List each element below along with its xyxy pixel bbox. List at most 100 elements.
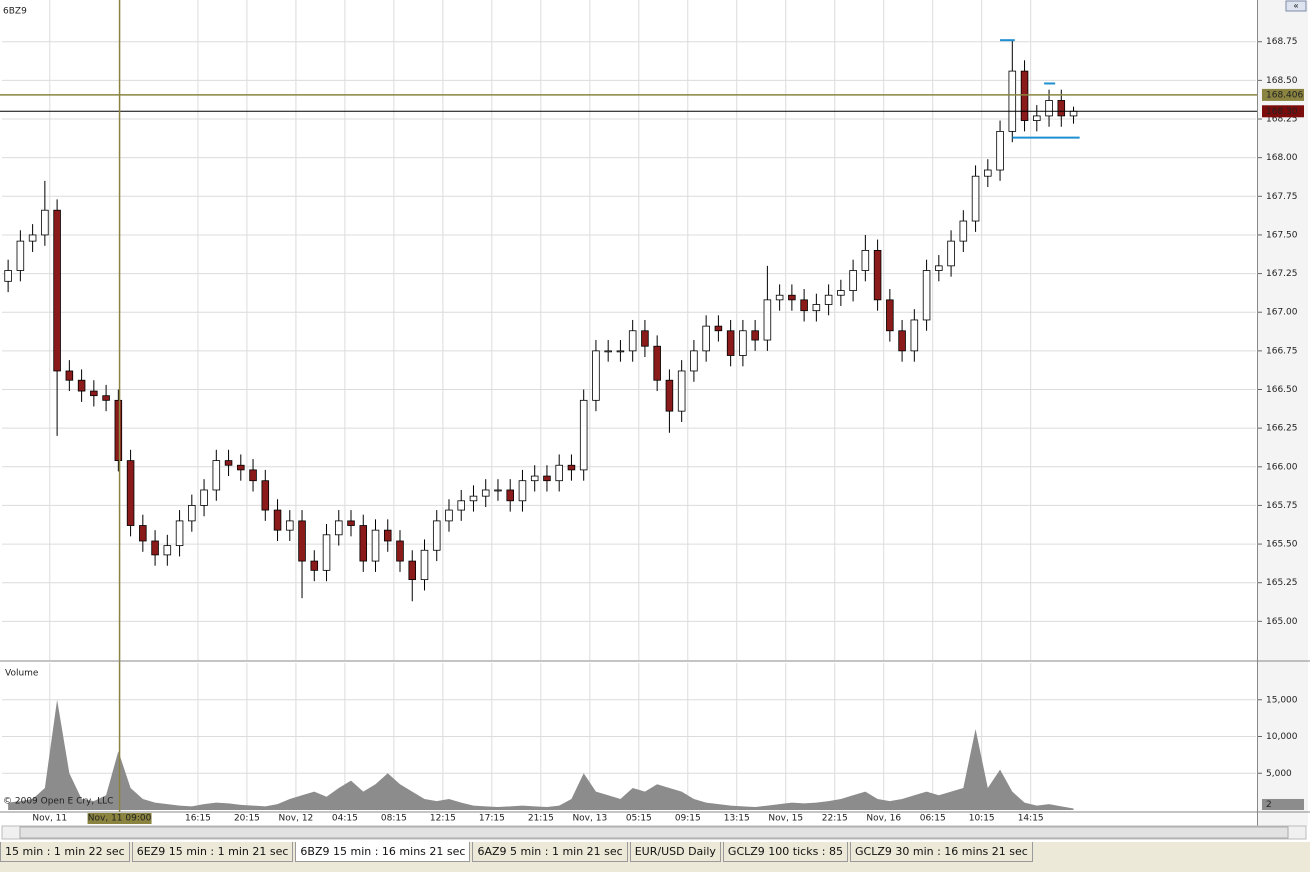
candle-body <box>298 520 306 562</box>
tab[interactable]: 15 min : 1 min 22 sec <box>0 842 130 862</box>
candle-body <box>53 209 61 372</box>
candle-body <box>1045 100 1053 117</box>
candle-body <box>886 299 894 332</box>
last-price-box <box>1262 105 1304 118</box>
candle-body <box>273 509 282 531</box>
tab[interactable]: 6EZ9 15 min : 1 min 21 sec <box>131 842 294 862</box>
candle-body <box>494 489 502 492</box>
candle-body <box>322 534 331 571</box>
candle-body <box>188 505 196 522</box>
candle-body <box>604 350 612 353</box>
x-tick-label: 06:15 <box>920 814 946 824</box>
candle-body <box>677 370 686 412</box>
tab-bar: 15 min : 1 min 22 sec 6EZ9 15 min : 1 min… <box>0 842 1310 862</box>
y-tick-label: 165.25 <box>1266 578 1298 588</box>
x-tick-label: 10:15 <box>969 814 995 824</box>
candle-body <box>518 480 527 502</box>
candle-body <box>665 379 674 412</box>
y-tick-label: 168.75 <box>1266 37 1298 47</box>
scrollbar-thumb[interactable] <box>19 826 1289 839</box>
candle-body <box>371 529 380 562</box>
candle-body <box>567 464 576 471</box>
x-tick-label: 20:15 <box>234 814 260 824</box>
candle-body <box>812 304 821 312</box>
candle-body <box>910 319 919 352</box>
collapse-button[interactable] <box>1285 0 1307 12</box>
overlay: Nov, 11 16:15 20:15 Nov, 12 04:15 08:15 12:15 1… <box>0 0 1304 824</box>
candle-body <box>555 464 563 482</box>
y-tick-label: 168.00 <box>1266 153 1298 163</box>
y-tick-label: 167.50 <box>1266 230 1298 240</box>
candle-body <box>200 489 208 506</box>
candle-body <box>151 540 159 556</box>
y-tick-label: 166.25 <box>1266 424 1298 434</box>
candle-body <box>16 240 25 271</box>
candle-body <box>788 294 796 301</box>
x-tick-label: Nov, 12 <box>279 814 314 824</box>
copyright: © 2009 Open E Cry, LLC <box>3 797 113 807</box>
x-tick-label: 13:15 <box>724 814 750 824</box>
collapse-icon[interactable]: « <box>1293 2 1299 12</box>
candle-body <box>102 395 110 401</box>
candle-body <box>861 249 870 271</box>
axis-panel <box>1258 0 1308 826</box>
candle-body <box>41 209 49 236</box>
candle-body <box>1033 115 1041 121</box>
y-tick-label: 166.00 <box>1266 462 1298 472</box>
candle-body <box>65 370 74 381</box>
volume-area <box>8 699 1074 810</box>
x-tick-label: Nov, 13 <box>572 814 607 824</box>
candle-body <box>224 460 233 466</box>
candle-body <box>873 249 882 301</box>
candle-body <box>77 379 86 392</box>
candle-body <box>286 520 294 531</box>
candle-body <box>837 290 845 296</box>
tab[interactable]: 6BZ9 15 min : 16 mins 21 sec <box>295 842 471 862</box>
candle-body <box>543 475 551 482</box>
y-tick-label: 5,000 <box>1266 769 1292 779</box>
tab[interactable]: GCLZ9 100 ticks : 85 <box>722 842 848 862</box>
x-tick-label: 22:15 <box>822 814 848 824</box>
candle-body <box>824 294 833 305</box>
candle-body <box>445 509 453 522</box>
candle-body <box>579 399 588 471</box>
candle-body <box>739 330 747 356</box>
cursor-time-box <box>87 813 152 824</box>
y-tick-label: 167.00 <box>1266 308 1298 318</box>
candle-body <box>139 525 147 542</box>
candle-body <box>1069 110 1078 117</box>
volume-value-box <box>1262 798 1304 810</box>
candle-body <box>763 299 772 341</box>
candle-body <box>396 540 404 562</box>
candle-body <box>175 520 184 547</box>
x-tick-label: 17:15 <box>479 814 505 824</box>
candle-body <box>163 545 172 556</box>
cursor-time-label: Nov, 11 09:00 <box>88 814 152 824</box>
candle-body <box>212 460 221 491</box>
background <box>0 0 1310 842</box>
tab[interactable]: GCLZ9 30 min : 16 mins 21 sec <box>850 842 1033 862</box>
y-tick-label: 165.50 <box>1266 540 1298 550</box>
candle-body <box>751 330 759 341</box>
symbol-title: 6BZ9 <box>3 7 27 17</box>
y-tick-label: 165.00 <box>1266 617 1298 627</box>
candle-body <box>641 330 649 347</box>
tab[interactable]: 6AZ9 5 min : 1 min 21 sec <box>472 842 628 862</box>
candle-body <box>714 325 723 332</box>
last-price-label: 168.30 <box>1266 107 1298 117</box>
y-tick-label: 165.75 <box>1266 501 1298 511</box>
candle-body <box>310 560 319 571</box>
candle-body <box>690 350 698 372</box>
tab[interactable]: EUR/USD Daily <box>629 842 721 862</box>
candle-body <box>28 234 37 242</box>
candle-body <box>984 169 992 177</box>
candle-body <box>592 350 600 401</box>
candle-body <box>408 560 417 581</box>
cursor-price-label: 168.406 <box>1266 90 1303 100</box>
x-tick-label: 05:15 <box>626 814 652 824</box>
candle-body <box>481 489 490 497</box>
candle-body <box>506 489 514 502</box>
x-tick-label: 09:15 <box>675 814 701 824</box>
y-tick-label: 10,000 <box>1266 732 1298 742</box>
